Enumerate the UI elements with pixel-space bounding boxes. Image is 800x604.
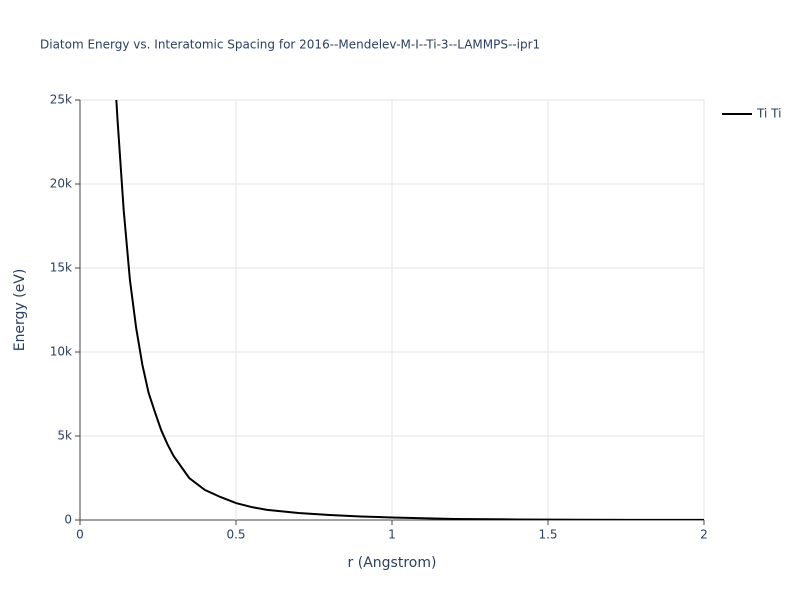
y-tick-label: 0 [64, 513, 72, 527]
legend-label: Ti Ti [756, 107, 781, 121]
grid [75, 99, 705, 525]
x-axis-title: r (Angstrom) [348, 555, 437, 571]
x-tick-label: 1 [388, 528, 396, 542]
plot-area [115, 100, 704, 520]
y-axis-title: Energy (eV) [12, 269, 28, 352]
x-tick-label: 1.5 [538, 528, 557, 542]
x-tick-label: 2 [700, 528, 708, 542]
y-tick-label: 20k [50, 177, 72, 191]
x-tick-label: 0.5 [226, 528, 245, 542]
x-tick-label: 0 [76, 528, 84, 542]
y-tick-label: 15k [50, 261, 72, 275]
y-tick-label: 10k [50, 345, 72, 359]
y-tick-label: 25k [50, 93, 72, 107]
chart-title: Diatom Energy vs. Interatomic Spacing fo… [40, 38, 540, 52]
legend: Ti Ti [722, 107, 781, 121]
y-tick-label: 5k [57, 429, 72, 443]
data-line [115, 100, 704, 520]
